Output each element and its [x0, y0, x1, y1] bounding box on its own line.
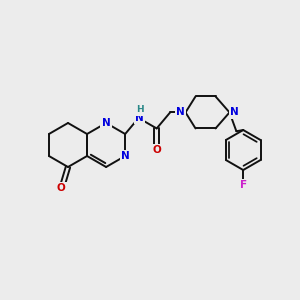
Text: O: O [152, 146, 161, 155]
Text: F: F [240, 180, 247, 190]
Text: N: N [135, 113, 144, 123]
Text: H: H [136, 106, 143, 115]
Text: N: N [176, 107, 185, 117]
Text: O: O [57, 183, 65, 193]
Text: N: N [102, 118, 110, 128]
Text: N: N [230, 107, 239, 117]
Text: N: N [121, 151, 130, 161]
